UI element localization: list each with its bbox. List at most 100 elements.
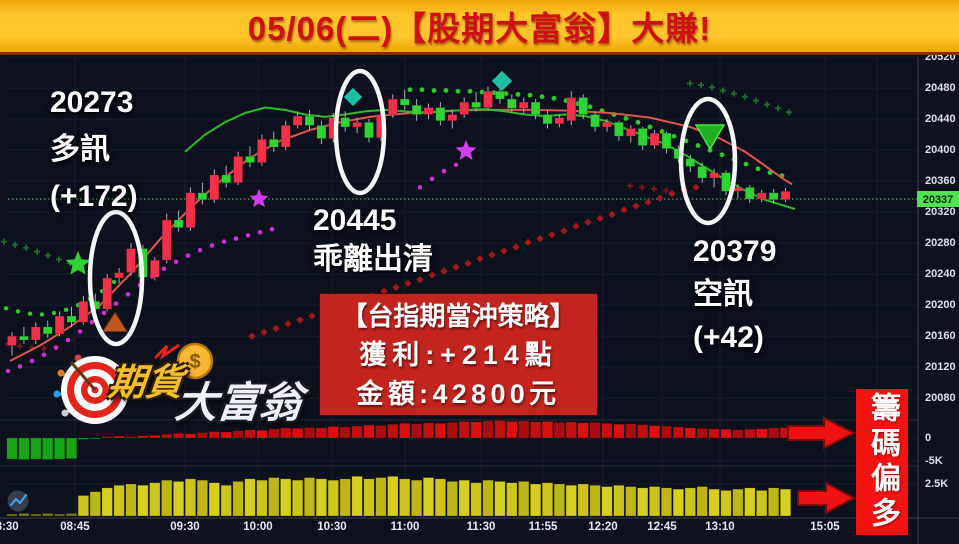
- volume-bar: [720, 490, 732, 517]
- sar-red-diamond: [476, 254, 484, 263]
- oi-bar: [137, 435, 149, 439]
- sar-green-dot: [503, 91, 509, 96]
- volume-bar: [304, 477, 315, 517]
- time-axis-label: 15:05: [810, 521, 840, 533]
- volume-bar: [672, 488, 684, 517]
- sar-red-diamond: [272, 324, 280, 333]
- sar-green-dot: [51, 310, 57, 316]
- sar-red-diamond: [392, 283, 400, 292]
- sar-red-diamond: [464, 259, 472, 268]
- price-axis-label: 20320: [925, 206, 956, 219]
- volume-bar: [530, 483, 542, 517]
- volume-bar: [232, 481, 244, 517]
- sar-green-dot: [695, 143, 701, 148]
- volume-bar: [696, 486, 708, 517]
- sar-green-dot: [719, 152, 725, 158]
- sar-green-dot: [491, 90, 497, 96]
- candle-body: [756, 192, 767, 200]
- oi-bar: [232, 430, 244, 439]
- time-axis-label: 08:45: [60, 521, 90, 533]
- volume-bar: [101, 487, 113, 517]
- oi-bar: [434, 423, 446, 439]
- sar-green-dot: [27, 311, 33, 316]
- sar-red-diamond: [308, 312, 316, 320]
- volume-bar: [387, 476, 399, 517]
- volume-bar: [446, 481, 458, 517]
- candle-body: [233, 156, 243, 183]
- price-axis-label: 20160: [925, 330, 956, 343]
- sar-magenta-dot: [77, 329, 83, 334]
- volume-bar: [351, 476, 363, 517]
- candle-body: [292, 115, 303, 126]
- oi-bar: [530, 421, 542, 439]
- oi-bar: [446, 422, 458, 439]
- volume-bar: [6, 513, 18, 517]
- sub-axis-label: 2.5K: [925, 478, 949, 490]
- volume-bar: [149, 482, 161, 517]
- oi-bar: [613, 423, 625, 439]
- sar-green-dot: [431, 88, 437, 93]
- oi-bar: [339, 426, 351, 439]
- oi-bar: [732, 429, 744, 439]
- volume-bar: [565, 485, 577, 517]
- sar-red-diamond: [284, 320, 292, 328]
- volume-bar: [280, 478, 292, 517]
- sar-magenta-dot: [173, 259, 179, 265]
- sar-green-cross: [775, 105, 781, 112]
- logo-text-tycoon: 大富翁: [173, 379, 305, 426]
- candle-body: [150, 259, 160, 278]
- volume-bar: [256, 479, 268, 517]
- candle-body: [435, 107, 446, 121]
- candle-body: [185, 192, 196, 228]
- candle-body: [697, 166, 707, 179]
- candle-body: [423, 107, 434, 115]
- volume-bar: [553, 483, 565, 517]
- sar-red-diamond: [260, 328, 268, 336]
- annotation-price: 20273: [50, 86, 134, 119]
- sar-green-dot: [743, 161, 749, 167]
- volume-bar: [601, 486, 613, 517]
- oi-bar: [315, 427, 327, 439]
- title-banner: 05/06(二)【股期大富翁】大賺!: [0, 0, 959, 55]
- volume-bar: [315, 478, 327, 517]
- candle-body: [66, 315, 77, 323]
- logo-graphics: $ $: [53, 342, 295, 424]
- oi-bar: [77, 437, 89, 440]
- sar-red-diamond: [380, 287, 388, 295]
- oi-bar: [458, 421, 470, 439]
- sar-green-dot: [39, 312, 45, 317]
- sar-magenta-dot: [29, 358, 35, 364]
- sar-red-diamond: [584, 218, 592, 226]
- volume-bar: [268, 477, 280, 517]
- candle-body: [102, 277, 112, 310]
- oi-bar: [768, 427, 780, 439]
- time-axis-label: 11:30: [466, 521, 496, 533]
- last-price-tag: [917, 191, 959, 207]
- oi-bar: [196, 432, 208, 439]
- sar-green-dot: [539, 94, 545, 100]
- volume-bar: [30, 513, 42, 517]
- candle-body: [411, 104, 422, 115]
- oi-bar: [661, 425, 672, 439]
- oi-bar: [304, 427, 315, 439]
- time-axis-label: 11:00: [390, 521, 420, 533]
- oi-bar: [518, 420, 530, 439]
- price-axis-label: 20440: [925, 113, 956, 126]
- volume-bar: [375, 477, 387, 517]
- oi-bar: [494, 420, 506, 439]
- oi-bar: [351, 425, 363, 439]
- chart-style-glyph: [9, 493, 28, 507]
- candle-body: [304, 115, 315, 126]
- right-arrow-icon: [797, 481, 857, 515]
- volume-bar: [363, 478, 375, 517]
- sar-magenta-dot: [245, 233, 251, 238]
- sar-magenta-dot: [5, 368, 11, 374]
- purple-star-1-icon: [249, 189, 269, 208]
- sar-magenta-dot: [233, 236, 239, 241]
- volume-bar: [482, 479, 494, 517]
- time-axis-label: 09:30: [170, 521, 200, 533]
- sar-red-diamond: [596, 214, 604, 223]
- volume-bar: [339, 478, 351, 517]
- sar-green-dot: [407, 87, 413, 93]
